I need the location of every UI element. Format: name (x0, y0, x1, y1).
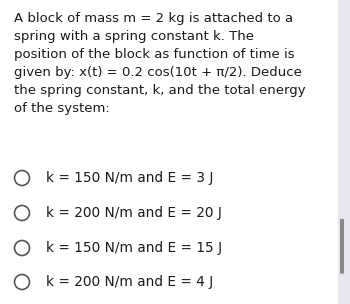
Text: k = 150 N/m and E = 15 J: k = 150 N/m and E = 15 J (46, 241, 222, 255)
FancyBboxPatch shape (0, 0, 338, 304)
Text: A block of mass m = 2 kg is attached to a
spring with a spring constant k. The
p: A block of mass m = 2 kg is attached to … (14, 12, 306, 115)
FancyBboxPatch shape (340, 219, 344, 274)
Text: k = 200 N/m and E = 20 J: k = 200 N/m and E = 20 J (46, 206, 222, 220)
Text: k = 150 N/m and E = 3 J: k = 150 N/m and E = 3 J (46, 171, 214, 185)
Text: k = 200 N/m and E = 4 J: k = 200 N/m and E = 4 J (46, 275, 213, 289)
